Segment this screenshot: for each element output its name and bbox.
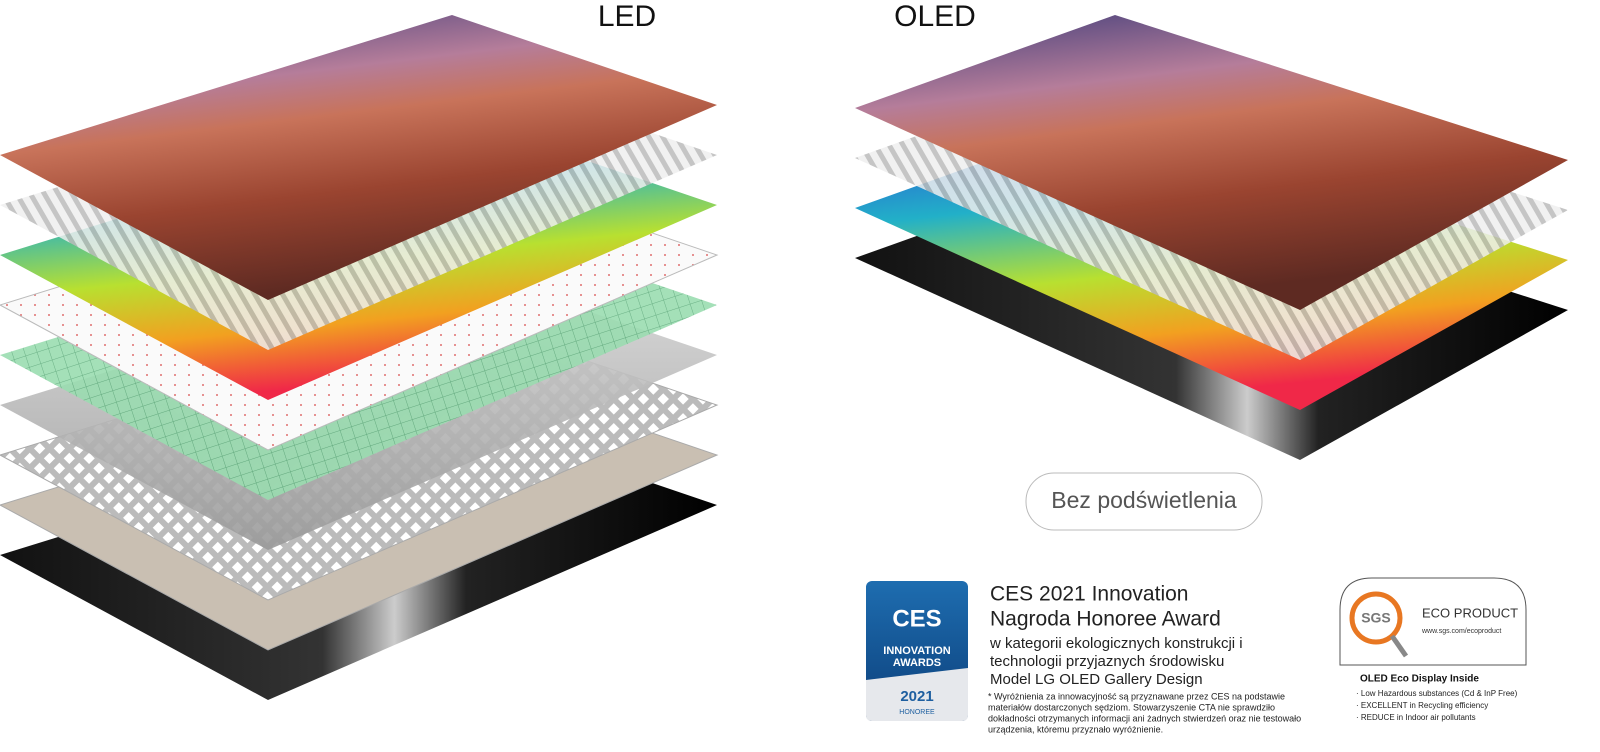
ces-text: CES 2021 Innovation Nagroda Honoree Awar… [988, 583, 1301, 735]
badge-rank: HONOREE [899, 709, 935, 716]
sgs-logo: SGS [1361, 610, 1391, 626]
footnote: * Wyróżnienia za innowacyjność są przyzn… [988, 691, 1285, 701]
footnote: dokładności otrzymanych informacji ani ż… [988, 713, 1301, 723]
badge-logo: CES [892, 605, 941, 632]
sgs-badge: SGS ECO PRODUCT www.sgs.com/ecoproduct O… [1339, 577, 1527, 722]
badge-text: AWARDS [893, 657, 941, 669]
led-stack [0, 15, 718, 700]
oled-label: OLED [894, 0, 976, 33]
award-description: technologii przyjaznych środowisku [990, 653, 1224, 670]
award-title: Nagroda Honoree Award [990, 608, 1221, 631]
award-description: w kategorii ekologicznych konstrukcji i [989, 635, 1243, 652]
button-label[interactable]: Bez podświetlenia [1051, 487, 1237, 513]
award-title: CES 2021 Innovation [990, 583, 1188, 606]
sgs-url: www.sgs.com/ecoproduct [1421, 628, 1501, 635]
sgs-heading: OLED Eco Display Inside [1360, 674, 1479, 685]
badge-text: INNOVATION [883, 645, 950, 657]
sgs-bullet: · REDUCE in Indoor air pollutants [1356, 713, 1476, 722]
sgs-bullet: · Low Hazardous substances (Cd & InP Fre… [1356, 689, 1518, 698]
oled-stack [855, 15, 1568, 460]
badge-year: 2021 [900, 688, 933, 705]
button[interactable] [1025, 472, 1263, 531]
footnote: urządzenia, któremu przyznało wyróżnieni… [988, 724, 1163, 734]
award-description: Model LG OLED Gallery Design [990, 671, 1203, 688]
led-label: LED [598, 0, 656, 33]
ces-badge: CES INNOVATION AWARDS 2021 HONOREE [866, 581, 968, 721]
sgs-label: ECO PRODUCT [1422, 605, 1518, 620]
footnote: materiałów dostarczonych sędziom. Stowar… [988, 702, 1275, 712]
sgs-bullet: · EXCELLENT in Recycling efficiency [1356, 701, 1488, 710]
